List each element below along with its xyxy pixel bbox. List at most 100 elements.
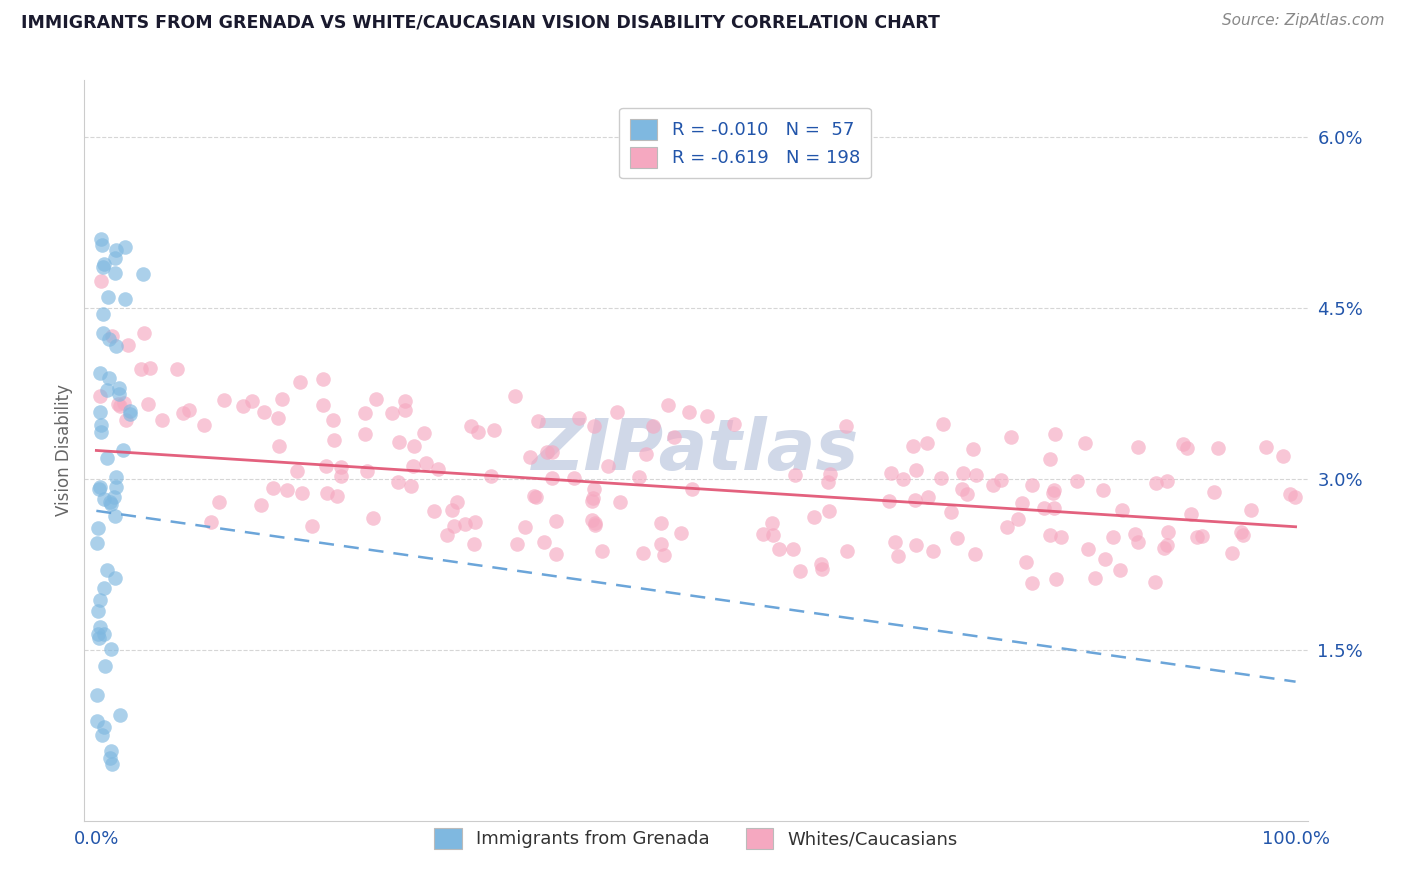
Point [1153, 541, 1175, 555]
Point [1011, 496, 1033, 510]
Point [591, 544, 613, 558]
Point [90, 418, 112, 433]
Point [650, 536, 672, 550]
Point [276, 483, 298, 498]
Point [1042, 483, 1064, 498]
Point [89, 480, 111, 494]
Point [1144, 475, 1167, 490]
Point [96, 384, 118, 398]
Point [193, 417, 215, 432]
Point [291, 486, 314, 500]
Point [768, 541, 790, 556]
Point [503, 389, 526, 403]
Point [533, 534, 555, 549]
Point [312, 398, 335, 412]
Point [681, 482, 703, 496]
Point [752, 527, 775, 541]
Point [582, 418, 605, 433]
Point [1254, 440, 1277, 454]
Point [89, 632, 111, 646]
Point [877, 493, 900, 508]
Point [114, 293, 136, 307]
Point [1271, 449, 1294, 463]
Point [103, 490, 125, 504]
Point [98, 751, 121, 765]
Point [811, 562, 834, 576]
Point [132, 267, 155, 281]
Point [329, 460, 352, 475]
Point [108, 399, 131, 413]
Point [932, 417, 955, 432]
Point [582, 491, 605, 505]
Point [519, 450, 541, 465]
Point [267, 410, 290, 425]
Point [981, 478, 1004, 492]
Point [312, 372, 335, 386]
Point [1125, 527, 1147, 541]
Point [536, 445, 558, 459]
Point [90, 425, 112, 439]
Point [110, 708, 132, 723]
Point [1015, 555, 1038, 569]
Point [1230, 525, 1253, 540]
Point [628, 470, 651, 484]
Point [546, 547, 568, 561]
Point [423, 504, 446, 518]
Point [657, 398, 679, 412]
Point [581, 513, 603, 527]
Point [818, 504, 841, 518]
Point [394, 393, 416, 408]
Point [636, 447, 658, 461]
Point [1101, 530, 1123, 544]
Point [89, 593, 111, 607]
Point [120, 407, 142, 421]
Point [90, 728, 112, 742]
Point [250, 498, 273, 512]
Point [402, 439, 425, 453]
Point [956, 487, 979, 501]
Point [97, 371, 120, 385]
Point [1144, 574, 1167, 589]
Point [1191, 528, 1213, 542]
Point [1111, 503, 1133, 517]
Point [482, 423, 505, 437]
Point [810, 557, 832, 571]
Point [803, 509, 825, 524]
Point [904, 492, 927, 507]
Point [917, 491, 939, 505]
Point [329, 468, 352, 483]
Point [1284, 491, 1306, 505]
Text: Source: ZipAtlas.com: Source: ZipAtlas.com [1222, 13, 1385, 29]
Point [105, 470, 128, 484]
Point [696, 409, 718, 423]
Point [1180, 508, 1202, 522]
Point [817, 475, 839, 489]
Point [89, 405, 111, 419]
Point [1043, 426, 1066, 441]
Point [381, 406, 404, 420]
Point [678, 405, 700, 419]
Legend: Immigrants from Grenada, Whites/Caucasians: Immigrants from Grenada, Whites/Caucasia… [427, 821, 965, 856]
Point [104, 480, 127, 494]
Point [100, 641, 122, 656]
Point [93, 658, 115, 673]
Point [262, 481, 284, 495]
Point [443, 519, 465, 533]
Point [1007, 512, 1029, 526]
Point [905, 463, 928, 477]
Point [641, 418, 664, 433]
Point [166, 361, 188, 376]
Point [323, 433, 346, 447]
Point [652, 548, 675, 562]
Point [364, 392, 387, 407]
Point [96, 451, 118, 466]
Point [1208, 441, 1230, 455]
Point [1157, 524, 1180, 539]
Point [402, 458, 425, 473]
Point [664, 429, 686, 443]
Point [89, 620, 111, 634]
Point [138, 360, 160, 375]
Point [356, 464, 378, 478]
Point [903, 439, 925, 453]
Point [90, 232, 112, 246]
